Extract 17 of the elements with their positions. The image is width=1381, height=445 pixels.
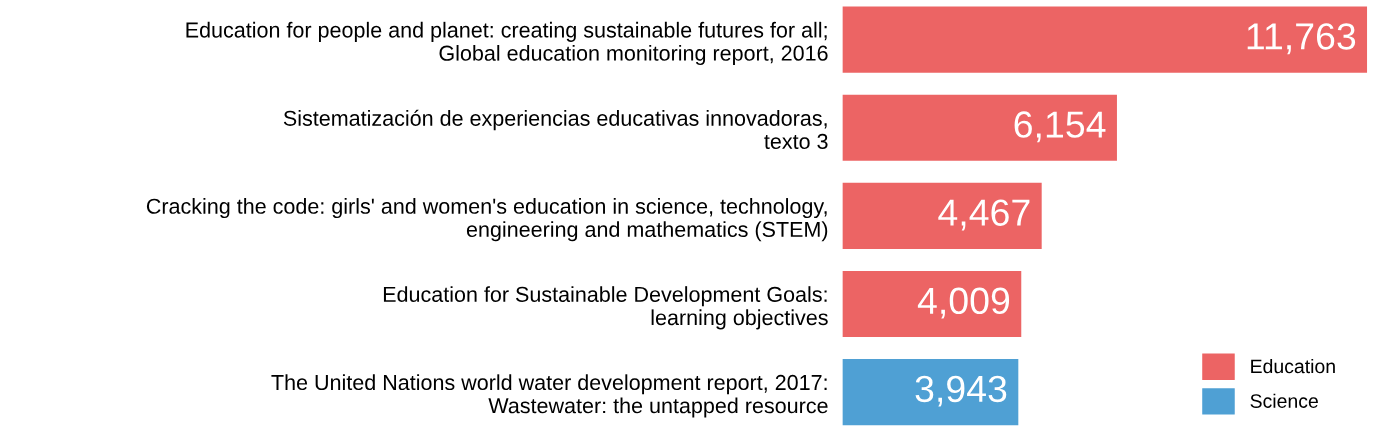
bar (842, 182, 1042, 249)
legend-label: Education (1251, 358, 1335, 374)
data-label: 11,763 (1247, 23, 1356, 55)
y-tick-label: Cracking the code: girls' and women's education in science, technology, engineering and mathematics (STEM) (146, 198, 828, 242)
legend-label: Science (1250, 393, 1318, 408)
data-label: 3,943 (915, 375, 1007, 407)
bar (842, 359, 1019, 426)
bar (842, 94, 1117, 161)
data-label: 4,009 (917, 287, 1010, 319)
y-tick-label: The United Nations world water development report, 2017: Wastewater: the untapped resource (271, 374, 828, 418)
y-tick-label: Sistematización de experiencias educativas innovadoras, texto 3 (283, 109, 828, 150)
data-label: 6,154 (1014, 111, 1106, 143)
bar (842, 270, 1022, 338)
y-tick-label: Education for people and planet: creating sustainable futures for all; Global education monitoring report, 2016 (186, 21, 828, 66)
data-label: 4,467 (938, 199, 1030, 231)
bar (842, 6, 1368, 73)
y-tick-label: Education for Sustainable Development Goals: learning objectives (383, 286, 828, 330)
